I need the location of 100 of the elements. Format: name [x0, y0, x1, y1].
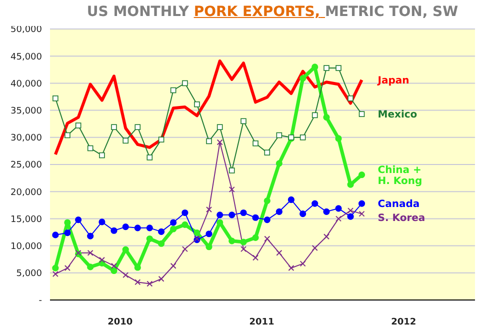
point: [312, 64, 318, 70]
x-tick-label: 2012: [391, 317, 416, 328]
point: [216, 212, 224, 218]
point: [110, 262, 117, 269]
point: [52, 95, 58, 102]
x-tick-label: 2010: [108, 317, 133, 328]
point: [347, 181, 354, 188]
point: [122, 138, 129, 144]
point: [158, 240, 165, 247]
y-tick-label: 25,000: [10, 160, 42, 171]
y-tick-label: 5,000: [16, 269, 42, 280]
point: [182, 246, 188, 252]
point: [64, 132, 70, 138]
point: [182, 221, 188, 228]
series-label: China + H. Kong: [378, 164, 422, 187]
point: [110, 227, 118, 234]
point: [312, 200, 318, 207]
point: [335, 135, 342, 142]
point: [87, 145, 94, 152]
point: [358, 200, 366, 207]
point: [300, 260, 306, 267]
point: [194, 101, 200, 108]
point: [146, 154, 153, 160]
line-series: [54, 59, 364, 156]
point: [288, 265, 294, 272]
point: [312, 244, 318, 251]
point: [348, 208, 354, 214]
point: [276, 160, 282, 167]
point: [182, 209, 188, 216]
point: [206, 206, 212, 212]
point: [336, 65, 342, 71]
point: [358, 172, 366, 178]
point: [170, 219, 177, 226]
point: [134, 279, 141, 286]
point: [52, 232, 59, 238]
point: [170, 262, 176, 269]
point: [52, 270, 58, 277]
point: [240, 209, 247, 216]
point: [158, 136, 164, 142]
point: [300, 210, 306, 218]
series-label: Mexico: [378, 110, 418, 121]
point: [146, 280, 153, 287]
point: [158, 276, 164, 282]
point: [240, 246, 246, 252]
series-label: Japan: [376, 75, 410, 86]
point: [228, 168, 235, 174]
point: [252, 140, 258, 146]
point: [99, 152, 105, 158]
point: [216, 139, 223, 146]
point: [228, 212, 236, 218]
point: [252, 234, 259, 241]
point: [170, 87, 176, 94]
y-tick-label: 45,000: [10, 52, 42, 62]
y-tick-label: -: [38, 296, 42, 306]
point: [276, 250, 282, 256]
y-tick-label: 15,000: [10, 214, 42, 225]
point: [194, 229, 200, 236]
point: [110, 267, 118, 274]
point: [146, 224, 153, 232]
series-label: Canada: [378, 199, 420, 210]
point: [288, 196, 294, 204]
point: [134, 124, 141, 130]
point: [182, 80, 188, 86]
point: [358, 210, 365, 217]
point: [264, 198, 270, 204]
point: [122, 224, 129, 230]
point: [335, 205, 342, 212]
point: [323, 114, 330, 121]
y-tick-label: 20,000: [10, 188, 42, 198]
point: [252, 214, 259, 221]
point: [98, 256, 105, 263]
point: [324, 65, 330, 71]
y-tick-label: 35,000: [10, 106, 42, 116]
point: [264, 216, 270, 224]
point: [240, 238, 247, 246]
point: [75, 122, 82, 128]
y-tick-label: 40,000: [10, 79, 42, 90]
point: [111, 124, 117, 130]
point: [122, 272, 129, 278]
point: [228, 186, 235, 192]
point: [300, 134, 306, 140]
point: [348, 95, 354, 102]
point: [158, 228, 165, 236]
x-tick-label: 2011: [249, 317, 274, 328]
point: [75, 216, 82, 224]
chart-title: US MONTHLY PORK EXPORTS, METRIC TON, SW: [86, 4, 458, 20]
point: [312, 112, 318, 118]
point: [323, 208, 330, 215]
point: [358, 111, 365, 117]
point: [300, 75, 306, 82]
point: [252, 254, 259, 261]
point: [216, 124, 223, 130]
point: [87, 264, 94, 270]
point: [146, 235, 153, 242]
point: [336, 216, 342, 222]
point: [52, 264, 59, 272]
point: [87, 232, 94, 240]
point: [134, 224, 141, 232]
point: [264, 236, 270, 242]
point: [347, 213, 354, 220]
